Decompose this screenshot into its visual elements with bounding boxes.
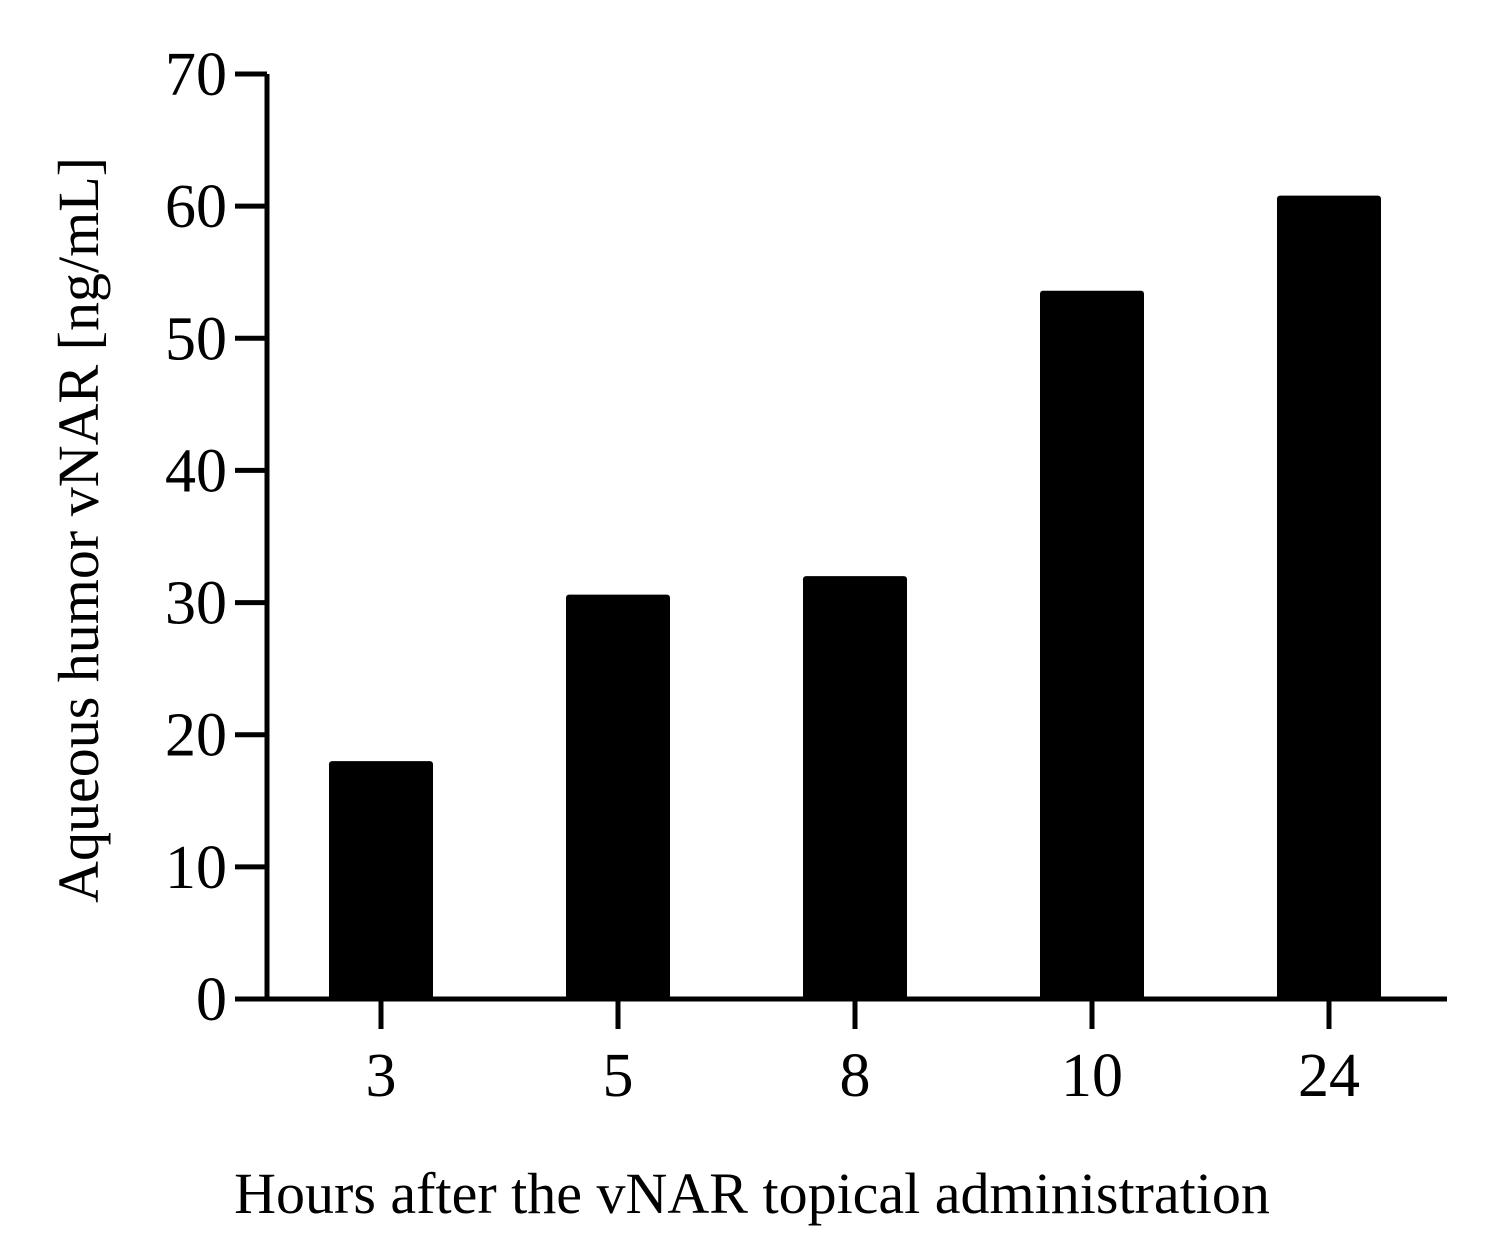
x-axis-ticks: 3 5 8 10 24 <box>366 999 1360 1110</box>
y-tick-label: 20 <box>165 702 227 770</box>
y-tick-label: 70 <box>165 41 227 109</box>
bars <box>329 195 1381 1000</box>
x-tick-label: 3 <box>366 1042 397 1110</box>
y-axis-title: Aqueous humor vNAR [ng/mL] <box>46 157 111 903</box>
x-tick-label: 8 <box>840 1042 871 1110</box>
y-tick-label: 10 <box>165 834 227 902</box>
y-tick-label: 50 <box>165 305 227 373</box>
bar <box>329 761 433 999</box>
y-tick-label: 60 <box>165 173 227 241</box>
bar <box>1277 195 1381 1000</box>
y-tick-label: 0 <box>196 966 227 1034</box>
y-tick-label: 40 <box>165 437 227 505</box>
x-tick-label: 5 <box>603 1042 634 1110</box>
x-tick-label: 10 <box>1061 1042 1123 1110</box>
bar <box>803 576 907 999</box>
x-axis-title: Hours after the vNAR topical administrat… <box>234 1161 1270 1226</box>
x-tick-label: 24 <box>1298 1042 1360 1110</box>
y-axis-ticks: 0 10 20 30 40 50 60 70 <box>165 41 267 1034</box>
bar <box>1040 290 1144 999</box>
bar <box>566 594 670 999</box>
y-tick-label: 30 <box>165 570 227 638</box>
